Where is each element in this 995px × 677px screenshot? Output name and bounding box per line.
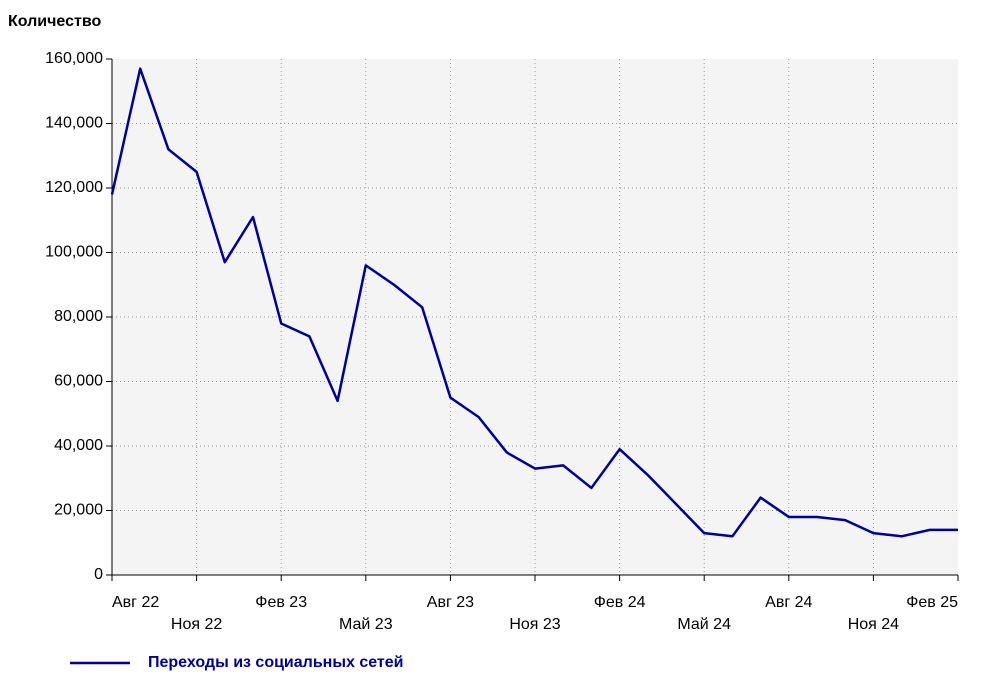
legend-label: Переходы из социальных сетей bbox=[148, 654, 404, 671]
y-tick-label: 0 bbox=[94, 566, 103, 583]
x-tick-label: Авг 23 bbox=[427, 594, 474, 611]
y-tick-label: 120,000 bbox=[45, 179, 103, 196]
y-tick-label: 20,000 bbox=[54, 502, 103, 519]
plot-area bbox=[112, 59, 958, 575]
y-tick-label: 40,000 bbox=[54, 437, 103, 454]
y-tick-label: 140,000 bbox=[45, 115, 103, 132]
y-axis-title: Количество bbox=[8, 13, 101, 30]
line bbox=[110, 67, 958, 538]
x-tick-label: Авг 22 bbox=[112, 594, 159, 611]
y-tick-label: 80,000 bbox=[54, 308, 103, 325]
y-tick-label: 60,000 bbox=[54, 373, 103, 390]
x-tick-label: Фев 24 bbox=[594, 594, 646, 611]
x-tick-label: Фев 25 bbox=[906, 594, 958, 611]
x-tick-label: Ноя 24 bbox=[848, 616, 899, 633]
x-tick-label: Май 23 bbox=[339, 616, 393, 633]
y-tick-label: 100,000 bbox=[45, 244, 103, 261]
x-tick-label: Ноя 22 bbox=[171, 616, 222, 633]
x-tick-label: Май 24 bbox=[677, 616, 731, 633]
y-tick-label: 160,000 bbox=[45, 50, 103, 67]
x-tick-label: Авг 24 bbox=[765, 594, 812, 611]
x-tick-label: Ноя 23 bbox=[509, 616, 560, 633]
x-tick-label: Фев 23 bbox=[255, 594, 307, 611]
